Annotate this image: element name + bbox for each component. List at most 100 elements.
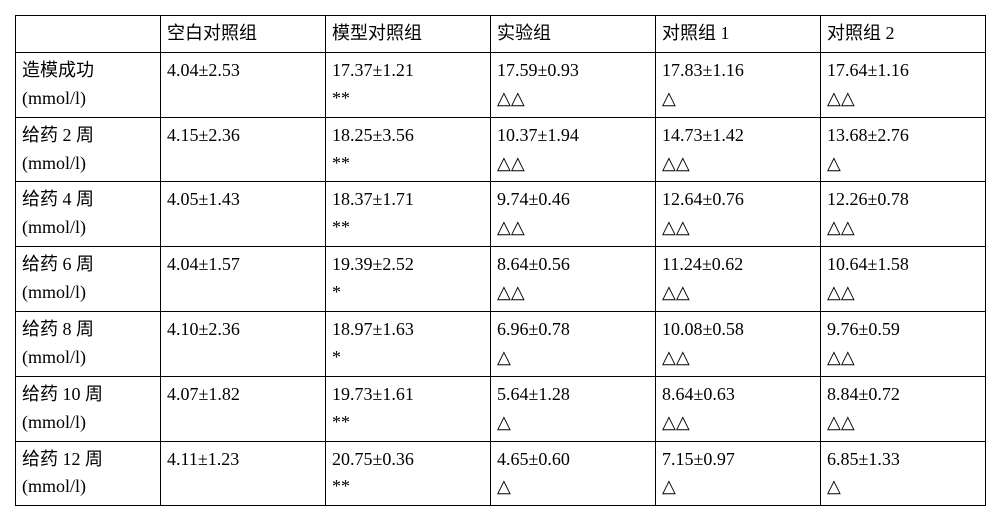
data-cell: 18.37±1.71**	[326, 182, 491, 247]
data-cell: 19.73±1.61**	[326, 376, 491, 441]
cell-symbol: △△	[827, 279, 979, 307]
row-label: 给药 10 周(mmol/l)	[16, 376, 161, 441]
cell-value: 6.85±1.33	[827, 446, 979, 474]
row-label-line1: 给药 6 周	[22, 251, 154, 279]
cell-symbol: △	[827, 473, 979, 501]
row-label-line2: (mmol/l)	[22, 85, 154, 113]
cell-symbol: △△	[497, 214, 649, 242]
cell-symbol: *	[332, 344, 484, 372]
cell-symbol: △	[497, 409, 649, 437]
cell-symbol: **	[332, 150, 484, 178]
row-label: 给药 8 周(mmol/l)	[16, 312, 161, 377]
row-label-line2: (mmol/l)	[22, 150, 154, 178]
cell-symbol: **	[332, 409, 484, 437]
row-label-line1: 给药 2 周	[22, 122, 154, 150]
row-label: 给药 4 周(mmol/l)	[16, 182, 161, 247]
data-cell: 4.10±2.36	[161, 312, 326, 377]
data-cell: 4.11±1.23	[161, 441, 326, 506]
cell-value: 8.64±0.63	[662, 381, 814, 409]
cell-value: 13.68±2.76	[827, 122, 979, 150]
cell-value: 14.73±1.42	[662, 122, 814, 150]
cell-value: 4.15±2.36	[167, 122, 319, 150]
table-row: 给药 10 周(mmol/l)4.07±1.8219.73±1.61**5.64…	[16, 376, 986, 441]
data-cell: 4.65±0.60△	[491, 441, 656, 506]
cell-value: 20.75±0.36	[332, 446, 484, 474]
data-cell: 10.64±1.58△△	[821, 247, 986, 312]
data-cell: 5.64±1.28△	[491, 376, 656, 441]
data-table: 空白对照组 模型对照组 实验组 对照组 1 对照组 2 造模成功(mmol/l)…	[15, 15, 986, 506]
data-cell: 18.25±3.56**	[326, 117, 491, 182]
data-cell: 19.39±2.52*	[326, 247, 491, 312]
cell-symbol: △△	[827, 85, 979, 113]
table-row: 给药 6 周(mmol/l)4.04±1.5719.39±2.52*8.64±0…	[16, 247, 986, 312]
cell-value: 10.64±1.58	[827, 251, 979, 279]
table-row: 给药 4 周(mmol/l)4.05±1.4318.37±1.71**9.74±…	[16, 182, 986, 247]
row-label: 给药 2 周(mmol/l)	[16, 117, 161, 182]
cell-symbol: △△	[662, 409, 814, 437]
cell-value: 4.04±1.57	[167, 251, 319, 279]
cell-value: 19.73±1.61	[332, 381, 484, 409]
cell-value: 6.96±0.78	[497, 316, 649, 344]
cell-symbol: △△	[497, 150, 649, 178]
table-row: 造模成功(mmol/l)4.04±2.5317.37±1.21**17.59±0…	[16, 52, 986, 117]
cell-symbol: △	[497, 473, 649, 501]
data-cell: 11.24±0.62△△	[656, 247, 821, 312]
data-cell: 6.96±0.78△	[491, 312, 656, 377]
cell-value: 12.26±0.78	[827, 186, 979, 214]
data-cell: 18.97±1.63*	[326, 312, 491, 377]
cell-symbol: △△	[662, 214, 814, 242]
row-label-line1: 造模成功	[22, 57, 154, 85]
cell-value: 18.97±1.63	[332, 316, 484, 344]
row-label-line1: 给药 12 周	[22, 446, 154, 474]
cell-symbol: *	[332, 279, 484, 307]
cell-value: 17.37±1.21	[332, 57, 484, 85]
cell-symbol: **	[332, 85, 484, 113]
row-label: 给药 12 周(mmol/l)	[16, 441, 161, 506]
cell-value: 5.64±1.28	[497, 381, 649, 409]
cell-value: 17.59±0.93	[497, 57, 649, 85]
cell-symbol: △△	[662, 150, 814, 178]
cell-value: 8.64±0.56	[497, 251, 649, 279]
cell-value: 7.15±0.97	[662, 446, 814, 474]
cell-value: 18.37±1.71	[332, 186, 484, 214]
data-cell: 17.37±1.21**	[326, 52, 491, 117]
cell-symbol: △△	[662, 344, 814, 372]
data-cell: 4.07±1.82	[161, 376, 326, 441]
data-cell: 4.05±1.43	[161, 182, 326, 247]
cell-value: 4.10±2.36	[167, 316, 319, 344]
col-header: 实验组	[491, 16, 656, 53]
col-header: 对照组 2	[821, 16, 986, 53]
table-row: 给药 2 周(mmol/l)4.15±2.3618.25±3.56**10.37…	[16, 117, 986, 182]
cell-value: 4.11±1.23	[167, 446, 319, 474]
data-cell: 7.15±0.97△	[656, 441, 821, 506]
col-header: 空白对照组	[161, 16, 326, 53]
cell-value: 18.25±3.56	[332, 122, 484, 150]
data-cell: 10.37±1.94△△	[491, 117, 656, 182]
cell-symbol: △	[662, 85, 814, 113]
data-cell: 8.64±0.56△△	[491, 247, 656, 312]
data-cell: 9.74±0.46△△	[491, 182, 656, 247]
cell-value: 9.76±0.59	[827, 316, 979, 344]
cell-value: 4.07±1.82	[167, 381, 319, 409]
cell-value: 4.04±2.53	[167, 57, 319, 85]
data-cell: 17.83±1.16△	[656, 52, 821, 117]
table-row: 给药 12 周(mmol/l)4.11±1.23 20.75±0.36**4.65…	[16, 441, 986, 506]
data-cell: 4.04±2.53	[161, 52, 326, 117]
cell-symbol: △△	[497, 279, 649, 307]
data-cell: 9.76±0.59△△	[821, 312, 986, 377]
cell-value: 10.37±1.94	[497, 122, 649, 150]
row-label-line1: 给药 4 周	[22, 186, 154, 214]
cell-value: 8.84±0.72	[827, 381, 979, 409]
data-cell: 4.15±2.36	[161, 117, 326, 182]
cell-symbol: △	[497, 344, 649, 372]
data-cell: 17.64±1.16△△	[821, 52, 986, 117]
data-cell: 12.26±0.78△△	[821, 182, 986, 247]
cell-symbol: △△	[497, 85, 649, 113]
cell-symbol: △	[662, 473, 814, 501]
row-label-line2: (mmol/l)	[22, 344, 154, 372]
table-row: 给药 8 周(mmol/l)4.10±2.3618.97±1.63*6.96±0…	[16, 312, 986, 377]
col-header: 对照组 1	[656, 16, 821, 53]
cell-symbol: △△	[827, 214, 979, 242]
cell-value: 19.39±2.52	[332, 251, 484, 279]
cell-symbol: **	[332, 473, 484, 501]
